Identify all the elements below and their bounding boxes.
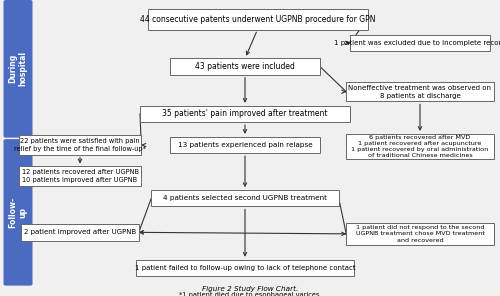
Text: Follow-
up: Follow- up xyxy=(8,197,28,228)
Text: Figure 2 Study Flow Chart.: Figure 2 Study Flow Chart. xyxy=(202,286,298,292)
FancyBboxPatch shape xyxy=(148,9,368,30)
FancyBboxPatch shape xyxy=(170,58,320,75)
Text: 1 patient did not respond to the second
UGPNB treatment chose MVD treatment
and : 1 patient did not respond to the second … xyxy=(356,225,484,242)
FancyBboxPatch shape xyxy=(22,224,138,240)
Text: 13 patients experienced pain relapse: 13 patients experienced pain relapse xyxy=(178,142,312,148)
Text: Noneffective treatment was observed on
8 patients at discharge: Noneffective treatment was observed on 8… xyxy=(348,85,492,99)
FancyBboxPatch shape xyxy=(19,136,142,155)
Text: 2 patient improved after UGPNB: 2 patient improved after UGPNB xyxy=(24,229,136,235)
FancyBboxPatch shape xyxy=(136,260,354,276)
Text: 4 patients selected second UGPNB treatment: 4 patients selected second UGPNB treatme… xyxy=(163,195,327,201)
FancyBboxPatch shape xyxy=(346,223,494,245)
Text: 35 patients' pain improved after treatment: 35 patients' pain improved after treatme… xyxy=(162,110,328,118)
FancyBboxPatch shape xyxy=(4,0,32,138)
Text: During
hospital: During hospital xyxy=(8,51,28,86)
FancyBboxPatch shape xyxy=(151,190,339,207)
Text: 1 patient failed to follow-up owing to lack of telephone contact: 1 patient failed to follow-up owing to l… xyxy=(134,265,356,271)
FancyBboxPatch shape xyxy=(346,82,494,101)
FancyBboxPatch shape xyxy=(19,166,142,186)
Text: 1 patient was excluded due to incomplete record: 1 patient was excluded due to incomplete… xyxy=(334,40,500,46)
Text: 12 patients recovered after UGPNB
10 patients improved after UGPNB: 12 patients recovered after UGPNB 10 pat… xyxy=(22,169,138,183)
FancyBboxPatch shape xyxy=(140,106,350,122)
FancyBboxPatch shape xyxy=(4,139,32,286)
FancyBboxPatch shape xyxy=(170,137,320,153)
FancyBboxPatch shape xyxy=(350,35,490,51)
Text: 44 consecutive patents underwent UGPNB procedure for GPN: 44 consecutive patents underwent UGPNB p… xyxy=(140,15,375,24)
Text: 22 patients were satisfied with pain
relief by the time of the final follow-up*: 22 patients were satisfied with pain rel… xyxy=(14,138,146,152)
FancyBboxPatch shape xyxy=(346,134,494,159)
Text: 43 patients were included: 43 patients were included xyxy=(195,62,295,71)
Text: 6 patients recovered after MVD
1 patient recovered after acupuncture
1 patient r: 6 patients recovered after MVD 1 patient… xyxy=(352,135,488,158)
Text: *1 patient died due to esophageal varices.: *1 patient died due to esophageal varice… xyxy=(178,292,322,296)
